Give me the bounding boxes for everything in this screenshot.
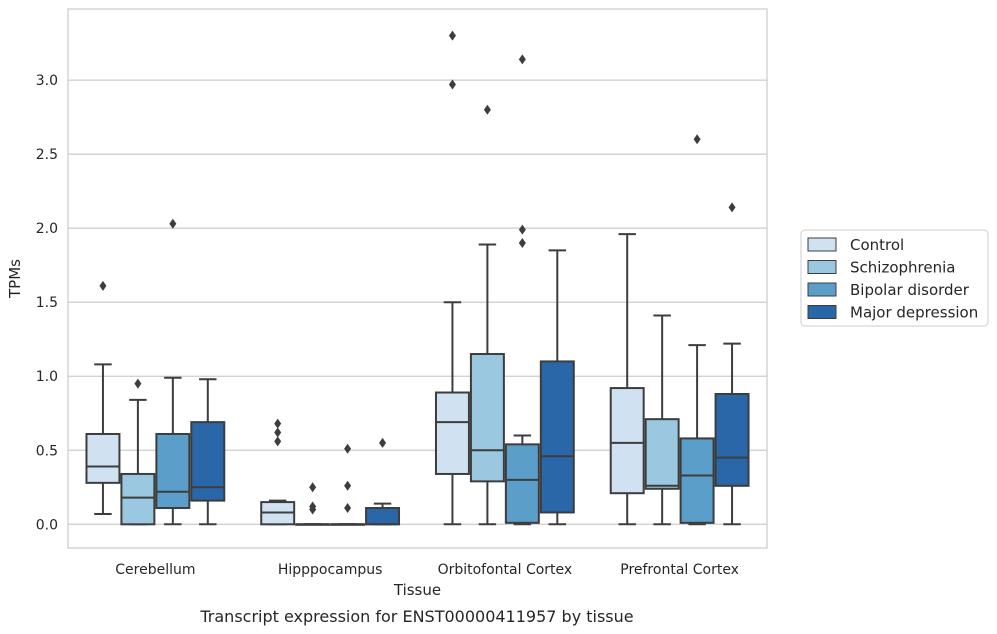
outlier-point (518, 224, 526, 235)
iqr-box (714, 393, 750, 487)
outlier-point (448, 79, 456, 90)
x-tick-labels: Cerebellum Hipppocampus Orbitofontal Corte… (115, 562, 739, 578)
box-bipolar-disorder (679, 134, 715, 526)
box-schizophrenia (295, 482, 331, 526)
x-tick-label: Hipppocampus (278, 562, 383, 578)
outlier-point (728, 202, 736, 213)
x-axis-title: Tissue (393, 581, 441, 599)
legend-swatch (807, 260, 837, 274)
y-tick-label: 0.0 (36, 517, 58, 533)
box-schizophrenia (469, 104, 505, 526)
outlier-point (274, 436, 282, 447)
iqr-box (85, 432, 121, 484)
outlier-point (274, 427, 282, 438)
y-axis-title: TPMs (6, 259, 24, 299)
iqr-box (365, 507, 401, 526)
x-tick-label: Cerebellum (115, 562, 195, 578)
outlier-point (518, 237, 526, 248)
box-control (85, 280, 121, 515)
y-tick-labels: 0.0 0.5 1.0 1.5 2.0 2.5 3.0 (36, 73, 58, 533)
legend-label: Bipolar disorder (850, 281, 970, 299)
y-tick-label: 3.0 (36, 73, 58, 89)
box-schizophrenia (120, 378, 156, 526)
box-control (609, 233, 645, 526)
box-major-depression (539, 249, 575, 526)
outlier-point (309, 482, 317, 493)
box-schizophrenia (644, 314, 680, 526)
iqr-box (190, 421, 226, 502)
outlier-point (448, 30, 456, 41)
y-tick-label: 0.5 (36, 443, 58, 459)
iqr-box (504, 443, 540, 524)
legend-swatch (807, 305, 837, 319)
outlier-point (344, 503, 352, 514)
iqr-box (609, 387, 645, 495)
outlier-point (309, 504, 317, 515)
y-tick-label: 1.5 (36, 295, 58, 311)
legend-label: Major depression (850, 304, 978, 322)
outlier-point (693, 134, 701, 145)
outlier-point (274, 418, 282, 429)
legend: Control Schizophrenia Bipolar disorder Majo… (800, 229, 989, 327)
iqr-box (155, 432, 191, 510)
outlier-point (134, 378, 142, 389)
outlier-point (344, 480, 352, 491)
outlier-point (344, 443, 352, 454)
y-tick-label: 1.0 (36, 369, 58, 385)
iqr-box (679, 437, 715, 524)
legend-label: Schizophrenia (850, 259, 955, 277)
y-tick-label: 2.0 (36, 221, 58, 237)
box-control (260, 418, 296, 526)
legend-label: Control (850, 236, 904, 254)
iqr-box (469, 353, 505, 483)
outlier-point (518, 54, 526, 65)
legend-swatch (807, 237, 837, 252)
x-tick-label: Prefrontal Cortex (620, 562, 739, 578)
iqr-box (120, 472, 156, 526)
box-groups (85, 30, 750, 526)
y-tick-label: 2.5 (36, 147, 58, 163)
outlier-point (379, 437, 387, 448)
box-major-depression (365, 437, 401, 526)
box-major-depression (190, 378, 226, 526)
plot-frame (67, 8, 768, 549)
box-bipolar-disorder (330, 443, 366, 526)
outlier-point (483, 104, 491, 115)
box-major-depression (714, 202, 750, 526)
chart-caption: Transcript expression for ENST0000041195… (199, 607, 633, 626)
iqr-box (644, 418, 680, 490)
iqr-box (539, 360, 575, 514)
legend-frame (800, 229, 989, 327)
outlier-point (99, 280, 107, 291)
box-bipolar-disorder (504, 54, 540, 526)
outlier-point (169, 218, 177, 229)
legend-swatch (807, 282, 837, 297)
box-bipolar-disorder (155, 218, 191, 526)
box-control (434, 30, 470, 526)
iqr-box (434, 391, 470, 475)
x-tick-label: Orbitofontal Cortex (438, 562, 573, 578)
